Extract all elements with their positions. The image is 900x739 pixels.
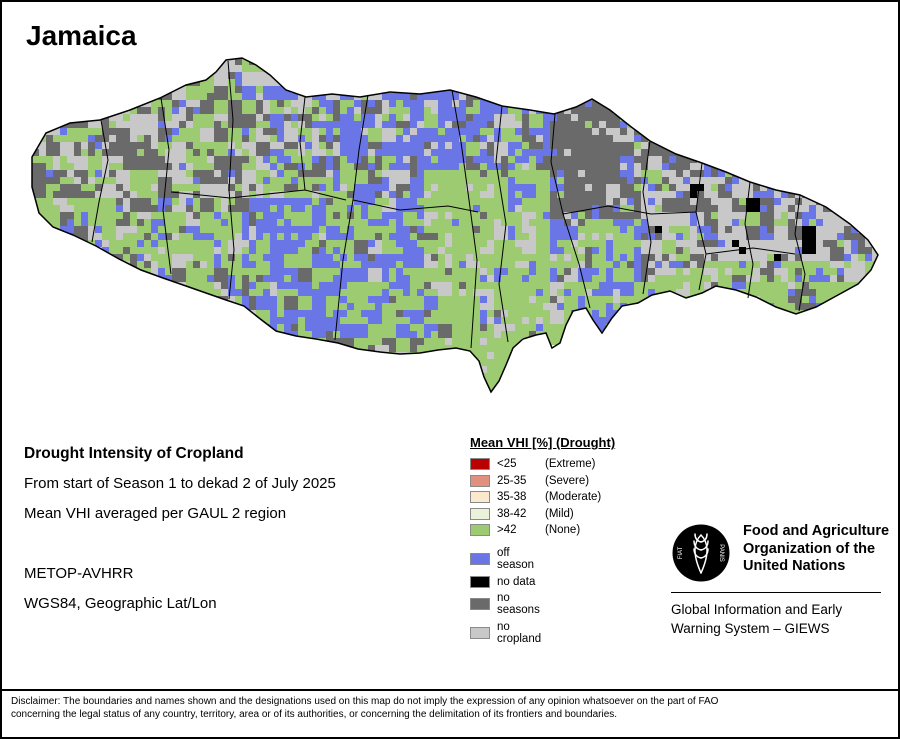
legend-class-row: >42 (None) xyxy=(470,524,680,536)
fao-org-name-line: Food and Agriculture xyxy=(743,523,890,539)
page-title: Jamaica xyxy=(26,20,137,51)
legend-extra-row: no seasons xyxy=(470,592,680,616)
parish-boundary-line xyxy=(695,162,707,291)
parish-boundary-line xyxy=(160,97,172,275)
parish-boundary-line xyxy=(495,105,509,343)
parish-boundary-line xyxy=(91,119,109,243)
disclaimer: Disclaimer: The boundaries and names sho… xyxy=(2,689,898,721)
fao-motto-left: FIAT xyxy=(678,546,684,559)
map-period-line: From start of Season 1 to dekad 2 of Jul… xyxy=(24,475,336,492)
giews-line: Warning System – GIEWS xyxy=(671,620,830,636)
legend-extra-row: no data xyxy=(470,575,680,588)
legend-class-row: 38-42 (Mild) xyxy=(470,507,680,520)
coastline-outline xyxy=(31,57,879,394)
parish-boundary-line xyxy=(352,199,479,213)
fao-org-name-line: Organization of the xyxy=(743,540,876,557)
legend-extra-classes: off season no data no seasons no cropland xyxy=(470,547,680,645)
fao-logo-icon: FIAT PANIS xyxy=(672,524,730,582)
legend-swatch xyxy=(470,507,490,520)
legend-drought-classes: <25 (Extreme) 25-35 (Severe) 35-38 (Moderate)… xyxy=(470,458,680,536)
disclaimer-line: Disclaimer: The boundaries and names sho… xyxy=(11,696,719,707)
legend: Mean VHI [%] (Drought) <25 (Extreme) 25-35… xyxy=(470,435,680,649)
disclaimer-line: concerning the legal status of any count… xyxy=(11,709,618,720)
legend-swatch xyxy=(470,491,490,503)
legend-swatch xyxy=(470,553,490,565)
legend-class-row: 35-38 (Moderate) xyxy=(470,491,680,503)
legend-swatch xyxy=(470,524,490,536)
fao-motto-right: PANIS xyxy=(718,544,724,562)
legend-class-value: <25 xyxy=(497,458,517,470)
fao-org-name-line: United Nations xyxy=(743,558,846,574)
legend-class-value: 35-38 xyxy=(497,491,527,503)
parish-boundary-line xyxy=(705,247,796,255)
legend-class-row: 25-35 (Severe) xyxy=(470,474,680,487)
legend-extra-label: no seasons xyxy=(497,592,540,616)
parish-boundary-line xyxy=(794,194,806,312)
legend-class-value: >42 xyxy=(497,524,517,536)
parish-boundary-line xyxy=(744,181,754,299)
giews-label: Global Information and Early Warning Sys… xyxy=(671,601,842,638)
legend-extra-label: no data xyxy=(497,575,536,588)
fao-divider xyxy=(671,592,881,593)
legend-swatch xyxy=(470,474,490,487)
legend-extra-row: no cropland xyxy=(470,621,680,645)
legend-class-label: (None) xyxy=(545,524,581,536)
legend-class-label: (Extreme) xyxy=(545,458,596,470)
map-projection-line: WGS84, Geographic Lat/Lon xyxy=(24,595,217,612)
legend-class-value: 25-35 xyxy=(497,474,527,487)
map-sensor-line: METOP-AVHRR xyxy=(24,565,134,582)
legend-extra-label: no cropland xyxy=(497,620,542,645)
legend-extra-label: off season xyxy=(497,547,535,571)
jamaica-drought-map xyxy=(31,57,879,394)
giews-line: Global Information and Early xyxy=(671,602,843,617)
parish-boundary-line xyxy=(562,205,697,215)
legend-class-row: <25 (Extreme) xyxy=(470,458,680,470)
parish-boundary-line xyxy=(451,89,478,349)
map-aggregation-line: Mean VHI averaged per GAUL 2 region xyxy=(24,505,287,522)
legend-swatch xyxy=(470,575,490,588)
parish-boundary-line xyxy=(642,140,652,295)
parish-boundary-line xyxy=(227,60,235,300)
legend-extra-row: off season xyxy=(470,547,680,571)
parish-boundary-line xyxy=(299,96,306,191)
legend-title: Mean VHI [%] (Drought) xyxy=(470,435,616,450)
legend-swatch xyxy=(470,626,490,639)
map-subtitle: Drought Intensity of Cropland xyxy=(24,445,244,462)
legend-class-label: (Mild) xyxy=(545,507,574,520)
legend-swatch xyxy=(470,598,490,610)
legend-swatch xyxy=(470,458,490,470)
legend-class-label: (Severe) xyxy=(545,474,590,487)
fao-org-name: Food and Agriculture Organization of the… xyxy=(743,523,889,576)
legend-class-value: 38-42 xyxy=(497,507,527,520)
legend-class-label: (Moderate) xyxy=(545,491,602,503)
parish-boundary-line xyxy=(170,189,347,201)
